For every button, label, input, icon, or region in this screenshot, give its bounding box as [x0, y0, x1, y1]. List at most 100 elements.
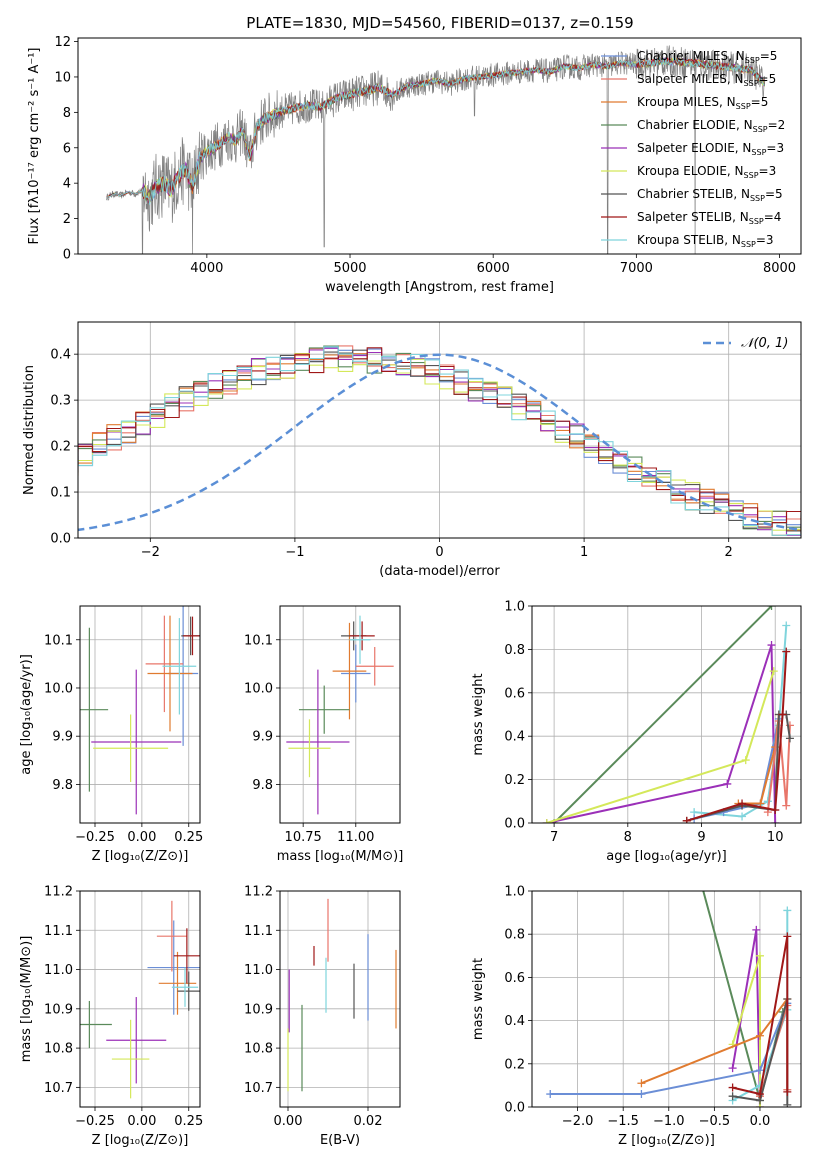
y-tick-label: 0.2 [50, 440, 71, 455]
legend-label-end: =2 [768, 118, 786, 132]
mass-weight-marker [542, 819, 551, 823]
x-tick-label: 7000 [620, 261, 653, 276]
age-vs-mass-panel: 10.75 11.00 9.8 9.9 10.0 10.1 mass [log₁₀(M/M⊙… [244, 605, 403, 864]
legend-label-end: =5 [751, 95, 769, 109]
mass-weight-marker [741, 756, 750, 765]
x-tick-label: 0.02 [354, 1114, 383, 1129]
mass-weight-marker [755, 1066, 764, 1075]
x-tick-label: −1 [285, 545, 304, 560]
legend-label-main: Kroupa MILES, N [637, 95, 736, 109]
x-tick-label: 9 [697, 830, 705, 845]
y-axis-label: Flux [fλ10⁻¹⁷ erg cm⁻² s⁻¹ A⁻¹] [27, 48, 42, 245]
y-tick-label: 0.4 [504, 1014, 525, 1029]
plot-frame [279, 605, 401, 824]
mass-weight-marker [738, 812, 747, 821]
gaussian-curve [78, 353, 801, 532]
mass-weight-marker [783, 932, 792, 941]
mass-weight-line [732, 936, 789, 1096]
x-tick-label: −1.0 [653, 1114, 685, 1129]
error-bars [287, 898, 397, 1092]
x-axis-label: age [log₁₀(age/yr)] [606, 849, 727, 864]
y-tick-label: 1.0 [504, 600, 525, 615]
legend-label: Chabrier MILES, NSSP=5 [637, 49, 777, 65]
y-tick-label: 0 [63, 248, 71, 263]
legend-label-main: Chabrier ELODIE, N [637, 118, 753, 132]
mass-weight-vs-metallicity-panel: −2.0 −1.5 −1.0 −0.5 0.0 0.0 0.2 0.4 0.6 0.8 1.0 Z [… [471, 885, 802, 1148]
legend-label-main: Chabrier MILES, N [637, 49, 745, 63]
x-tick-label: −0.5 [699, 1114, 731, 1129]
legend-label-sub: SSP [745, 56, 760, 65]
x-tick-label: 10.75 [285, 830, 322, 845]
legend-label-sub: SSP [753, 125, 768, 134]
y-tick-label: 0.8 [504, 928, 525, 943]
mass-weight-marker [755, 1031, 764, 1040]
y-tick-label: 10.7 [244, 1081, 273, 1096]
y-tick-label: 11.2 [44, 885, 73, 900]
legend-label-end: =3 [756, 233, 774, 247]
y-tick-label: 10.9 [44, 1002, 73, 1017]
y-tick-label: 0.8 [504, 643, 525, 658]
histograms [78, 345, 801, 537]
legend-label-main: Chabrier STELIB, N [637, 187, 750, 201]
mass-weight-marker [785, 734, 794, 743]
plot-frame [77, 37, 802, 255]
x-tick-label: 0.00 [274, 1114, 303, 1129]
mass-weight-marker [783, 906, 792, 915]
x-tick-label: 8 [624, 830, 632, 845]
y-tick-label: 10.9 [244, 1002, 273, 1017]
mass-weight-marker [682, 816, 691, 823]
legend-label-end: =5 [759, 72, 777, 86]
x-tick-label: −1.5 [607, 1114, 639, 1129]
mass-weight-marker [723, 779, 732, 788]
legend-label-sub: SSP [750, 194, 765, 203]
y-tick-label: 11.0 [244, 963, 273, 978]
legend-label: Kroupa ELODIE, NSSP=3 [637, 164, 776, 180]
legend-label-sub: SSP [736, 102, 751, 111]
y-tick-label: 9.8 [252, 778, 273, 793]
legend-label-sub: SSP [751, 148, 766, 157]
y-tick-label: 9.9 [52, 730, 73, 745]
plot-frame [531, 605, 802, 824]
y-tick-label: 0.2 [504, 1057, 525, 1072]
error-bars [80, 900, 200, 1099]
mass-weight-marker [546, 1090, 555, 1099]
legend-label-main: Kroupa STELIB, N [637, 233, 741, 247]
residual-histogram-step [78, 349, 801, 532]
residual-histogram-step [78, 347, 801, 536]
mass-weight-marker [771, 805, 780, 814]
y-tick-label: 4 [63, 177, 71, 192]
spectrum-lines [106, 45, 766, 254]
x-tick-label: 0.00 [127, 830, 156, 845]
y-axis-label: mass [log₁₀(M/M⊙)] [19, 936, 34, 1063]
y-axis-label: mass weight [471, 673, 486, 755]
y-tick-label: 10.8 [244, 1042, 273, 1057]
y-tick-label: 2 [63, 212, 71, 227]
error-bars [80, 606, 200, 815]
mass-weight-marker [769, 667, 778, 676]
y-tick-label: 0.0 [50, 532, 71, 547]
residual-histogram-step [78, 352, 801, 531]
y-tick-label: 10.0 [44, 681, 73, 696]
legend-label-sub: SSP [744, 171, 759, 180]
mass-weight-marker [767, 641, 776, 650]
mass-weight-marker [778, 710, 787, 719]
legend-label-main: Salpeter STELIB, N [637, 210, 749, 224]
mass-weight-marker [783, 1087, 792, 1096]
legend-label-end: =5 [760, 49, 778, 63]
x-tick-label: 0 [435, 545, 443, 560]
mass-weight-marker [782, 621, 791, 630]
error-bars [286, 615, 394, 815]
legend-label-main: Kroupa ELODIE, N [637, 164, 744, 178]
y-tick-label: 10.7 [44, 1081, 73, 1096]
plot-frame [77, 321, 802, 539]
mass-weight-marker [767, 606, 776, 610]
x-tick-label: −0.25 [75, 830, 115, 845]
mass-weight-marker [728, 1092, 737, 1101]
legend-label: Kroupa STELIB, NSSP=3 [637, 233, 774, 249]
x-axis-label: Z [log₁₀(Z/Z⊙)] [92, 1133, 189, 1148]
model-spectrum-line [106, 56, 765, 205]
residual-histogram-step [78, 347, 801, 537]
mass-weight-line [553, 606, 773, 823]
x-tick-label: 8000 [763, 261, 796, 276]
plot-frame [531, 890, 802, 1108]
